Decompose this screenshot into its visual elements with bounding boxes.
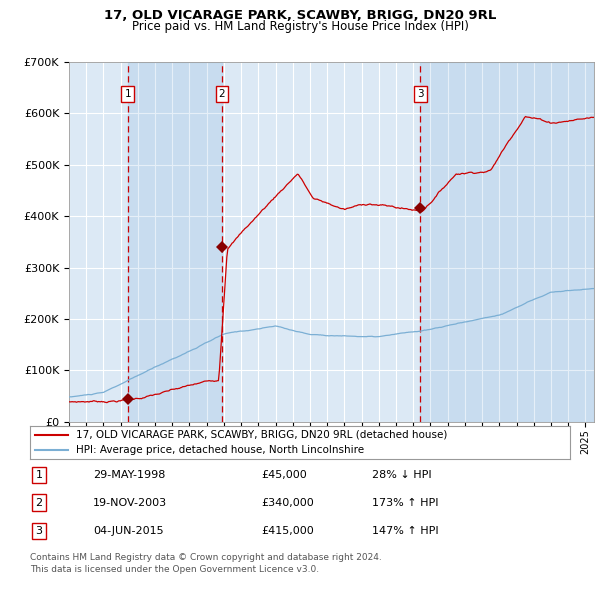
Text: 2: 2 [218,89,225,99]
Text: 04-JUN-2015: 04-JUN-2015 [93,526,164,536]
Text: 3: 3 [417,89,424,99]
Text: 17, OLD VICARAGE PARK, SCAWBY, BRIGG, DN20 9RL: 17, OLD VICARAGE PARK, SCAWBY, BRIGG, DN… [104,9,496,22]
Text: 2: 2 [35,498,43,507]
Text: HPI: Average price, detached house, North Lincolnshire: HPI: Average price, detached house, Nort… [76,445,364,455]
Text: 29-MAY-1998: 29-MAY-1998 [93,470,166,480]
Text: 19-NOV-2003: 19-NOV-2003 [93,498,167,507]
Text: £415,000: £415,000 [261,526,314,536]
Text: £340,000: £340,000 [261,498,314,507]
Text: This data is licensed under the Open Government Licence v3.0.: This data is licensed under the Open Gov… [30,565,319,574]
Text: Contains HM Land Registry data © Crown copyright and database right 2024.: Contains HM Land Registry data © Crown c… [30,553,382,562]
Text: Price paid vs. HM Land Registry's House Price Index (HPI): Price paid vs. HM Land Registry's House … [131,20,469,33]
Text: £45,000: £45,000 [261,470,307,480]
Text: 147% ↑ HPI: 147% ↑ HPI [372,526,439,536]
Text: 173% ↑ HPI: 173% ↑ HPI [372,498,439,507]
Text: 28% ↓ HPI: 28% ↓ HPI [372,470,431,480]
Text: 17, OLD VICARAGE PARK, SCAWBY, BRIGG, DN20 9RL (detached house): 17, OLD VICARAGE PARK, SCAWBY, BRIGG, DN… [76,430,447,440]
Text: 1: 1 [124,89,131,99]
Text: 3: 3 [35,526,43,536]
Bar [128,62,222,422]
Text: 1: 1 [35,470,43,480]
Bar [421,62,594,422]
